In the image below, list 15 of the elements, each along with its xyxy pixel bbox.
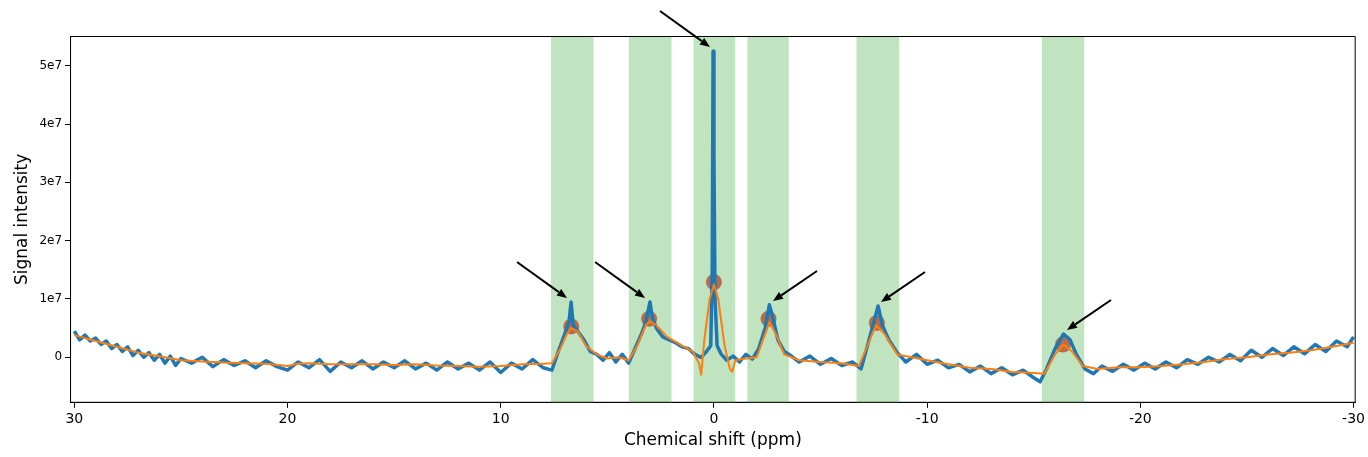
x-tick-label: 20 bbox=[278, 409, 297, 426]
y-tick-label: 0 bbox=[54, 349, 63, 364]
x-tick-label: 30 bbox=[65, 409, 84, 426]
y-tick-label: 3e7 bbox=[39, 174, 63, 189]
y-tick-label: 1e7 bbox=[39, 291, 63, 306]
x-tick-label: -30 bbox=[1342, 409, 1365, 426]
y-axis-title: Signal intensity bbox=[10, 153, 31, 286]
x-tick-label: -10 bbox=[915, 409, 939, 426]
y-tick-label: 2e7 bbox=[39, 232, 63, 247]
x-tick-label: 0 bbox=[709, 409, 719, 426]
x-tick-label: -20 bbox=[1128, 409, 1152, 426]
x-tick-label: 10 bbox=[491, 409, 510, 426]
x-axis-title: Chemical shift (ppm) bbox=[623, 429, 802, 450]
y-tick-label: 4e7 bbox=[39, 116, 63, 131]
y-tick-label: 5e7 bbox=[39, 57, 63, 72]
